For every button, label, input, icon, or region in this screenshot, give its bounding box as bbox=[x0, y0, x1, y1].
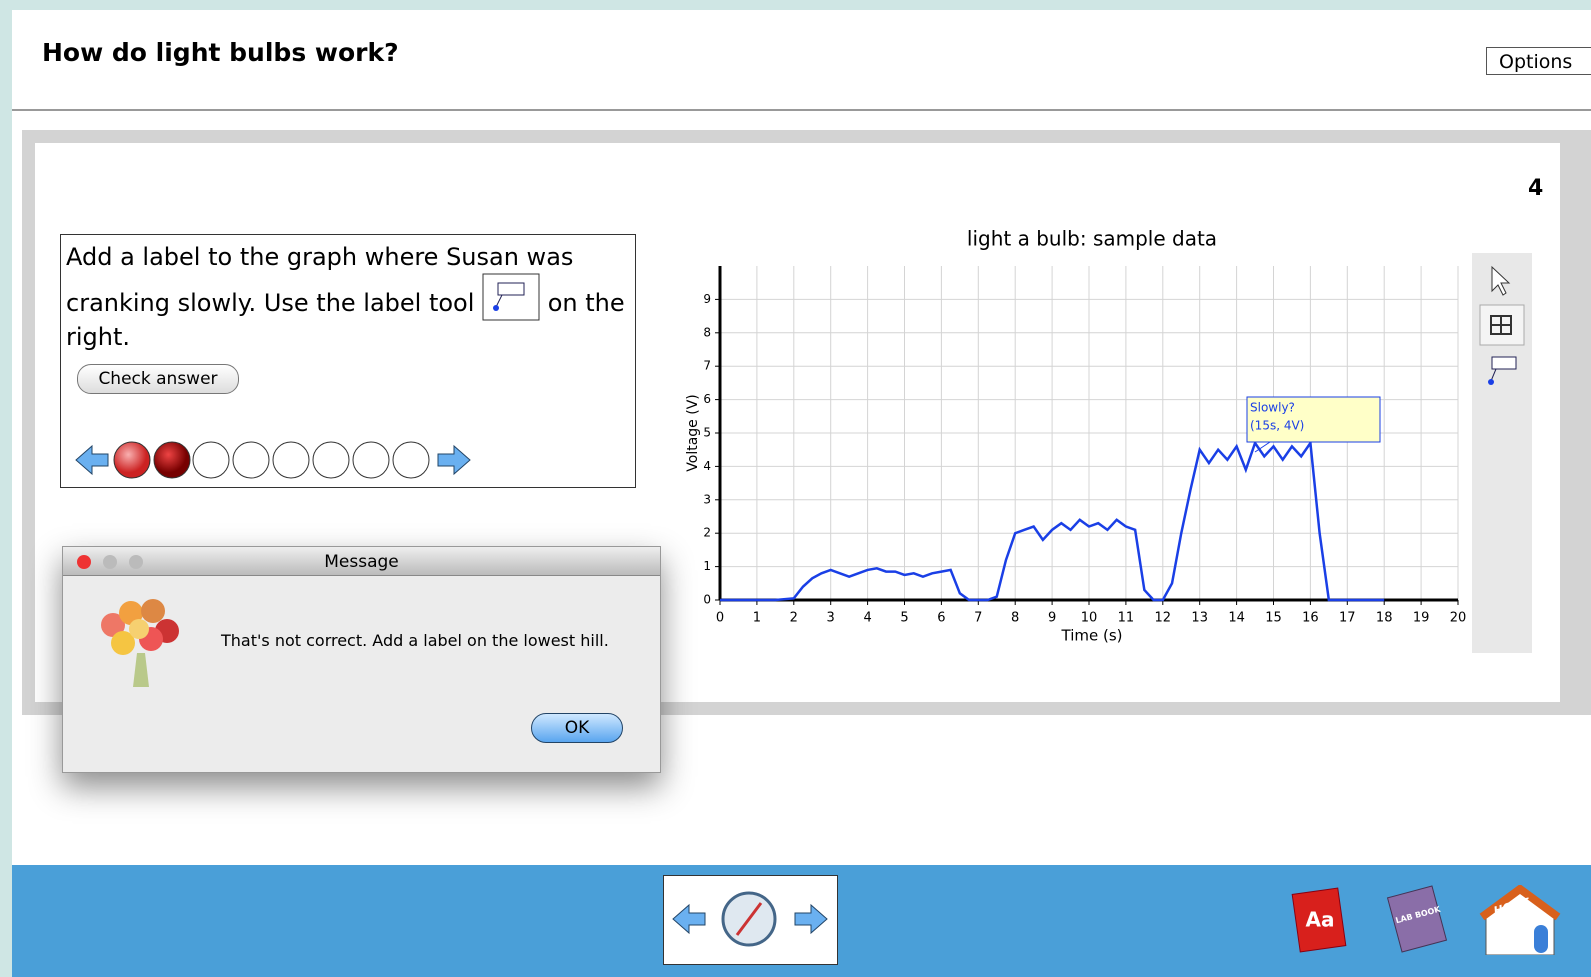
x-tick-label: 19 bbox=[1413, 611, 1430, 626]
icon-label: Aa bbox=[1306, 908, 1335, 932]
dialog-message: That's not correct. Add a label on the l… bbox=[221, 631, 609, 650]
x-tick-label: 0 bbox=[716, 611, 724, 626]
x-tick-label: 1 bbox=[753, 611, 761, 626]
x-tick-label: 15 bbox=[1265, 611, 1282, 626]
x-tick-label: 20 bbox=[1450, 611, 1467, 626]
x-tick-label: 10 bbox=[1081, 611, 1098, 626]
chart: light a bulb: sample data Time (s) Volta… bbox=[680, 220, 1470, 660]
x-tick-label: 18 bbox=[1376, 611, 1393, 626]
label-tool-icon bbox=[482, 273, 540, 321]
lab-book-icon[interactable]: LAB BOOK bbox=[1388, 886, 1447, 952]
page-number: 4 bbox=[1528, 176, 1543, 201]
next-arrow[interactable] bbox=[438, 446, 470, 474]
window-buttons bbox=[73, 552, 153, 572]
annotation-text: (15s, 4V) bbox=[1250, 419, 1304, 433]
chart-title: light a bulb: sample data bbox=[967, 227, 1217, 251]
x-tick-label: 4 bbox=[863, 611, 871, 626]
x-tick-label: 8 bbox=[1011, 611, 1019, 626]
x-tick-label: 14 bbox=[1228, 611, 1245, 626]
toolbar-icons bbox=[1472, 253, 1532, 393]
dialog: Message That's not correct. Add a label … bbox=[62, 546, 661, 773]
y-tick-label: 2 bbox=[703, 526, 711, 540]
y-axis-label: Voltage (V) bbox=[685, 394, 701, 471]
x-tick-label: 13 bbox=[1191, 611, 1208, 626]
y-tick-label: 7 bbox=[703, 359, 711, 373]
y-tick-label: 3 bbox=[703, 492, 711, 506]
y-tick-label: 9 bbox=[703, 292, 711, 306]
select-tool[interactable] bbox=[1492, 267, 1509, 295]
x-tick-label: 2 bbox=[790, 611, 798, 626]
page-title: How do light bulbs work? bbox=[42, 38, 399, 67]
x-tick-label: 3 bbox=[827, 611, 835, 626]
nav-box bbox=[663, 875, 838, 965]
x-tick-label: 11 bbox=[1118, 611, 1135, 626]
progress bbox=[72, 438, 477, 482]
x-tick-label: 12 bbox=[1155, 611, 1172, 626]
y-tick-label: 6 bbox=[703, 392, 711, 406]
home-icon[interactable]: HOME bbox=[1482, 889, 1558, 955]
x-tick-label: 5 bbox=[900, 611, 908, 626]
x-tick-label: 17 bbox=[1339, 611, 1356, 626]
y-tick-label: 1 bbox=[703, 559, 711, 573]
toolbar bbox=[1472, 253, 1532, 653]
options-button[interactable]: Options bbox=[1486, 47, 1591, 75]
label-tool[interactable] bbox=[1492, 357, 1516, 369]
x-tick-label: 16 bbox=[1302, 611, 1319, 626]
x-tick-label: 9 bbox=[1048, 611, 1056, 626]
x-tick-label: 7 bbox=[974, 611, 982, 626]
y-tick-label: 4 bbox=[703, 459, 711, 473]
footer-icons: Aa LAB BOOK HOME bbox=[1290, 885, 1591, 955]
annotation-title: Slowly? bbox=[1250, 401, 1295, 415]
x-axis-label: Time (s) bbox=[1061, 627, 1123, 645]
dictionary-icon[interactable]: Aa bbox=[1292, 888, 1346, 952]
page: How do light bulbs work? Options 4 Add a… bbox=[0, 0, 1591, 977]
prev-arrow[interactable] bbox=[76, 446, 108, 474]
x-tick-label: 6 bbox=[937, 611, 945, 626]
y-tick-label: 0 bbox=[703, 593, 711, 607]
y-tick-label: 8 bbox=[703, 325, 711, 339]
ok-button[interactable]: OK bbox=[531, 713, 623, 743]
divider bbox=[12, 109, 1591, 111]
app-icon bbox=[93, 595, 189, 687]
check-answer-button[interactable]: Check answer bbox=[77, 364, 239, 394]
y-tick-label: 5 bbox=[703, 426, 711, 440]
